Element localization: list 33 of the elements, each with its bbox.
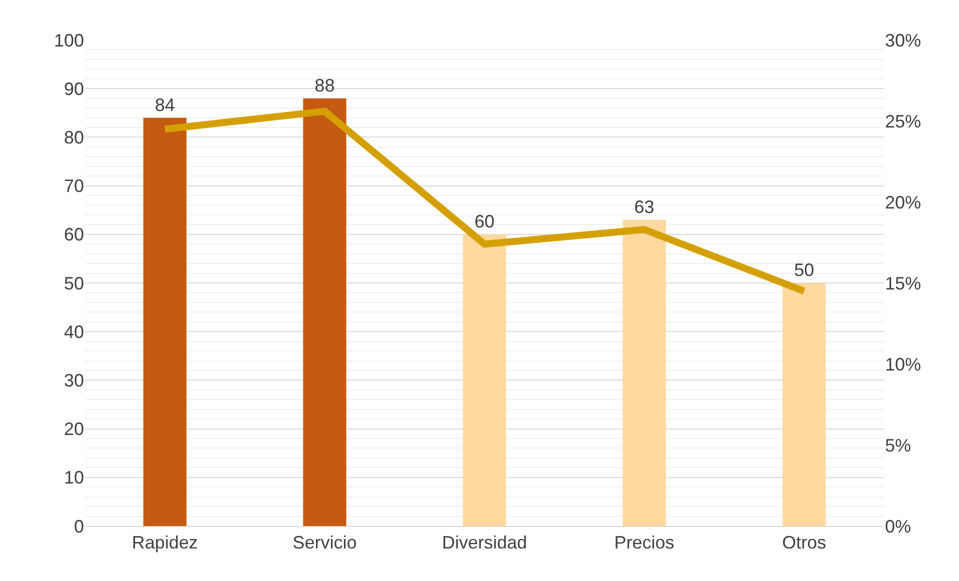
y-tick-label: 70 — [64, 176, 84, 196]
y2-tick-label: 25% — [885, 111, 922, 132]
y-tick-label: 0 — [74, 516, 84, 536]
x-tick-label: Otros — [782, 532, 826, 553]
y-tick-label: 90 — [64, 78, 84, 99]
y2-tick-label: 0% — [885, 516, 912, 536]
y-tick-label: 60 — [64, 224, 84, 245]
y2-tick-label: 30% — [885, 30, 922, 50]
y2-tick-label: 20% — [885, 192, 922, 212]
y2-tick-label: 15% — [885, 273, 922, 294]
bar — [143, 118, 186, 526]
y-tick-label: 10 — [64, 468, 84, 488]
data-label: 84 — [154, 94, 175, 115]
y-tick-label: 80 — [64, 128, 84, 148]
y-tick-label: 40 — [64, 322, 84, 342]
bar — [303, 98, 346, 526]
x-tick-label: Diversidad — [442, 532, 528, 553]
y-tick-label: 20 — [64, 419, 84, 440]
y-tick-label: 100 — [54, 30, 84, 50]
y-tick-label: 30 — [64, 370, 84, 390]
x-tick-label: Precios — [614, 532, 674, 553]
bar — [462, 234, 506, 526]
y2-tick-label: 5% — [885, 435, 912, 456]
x-tick-label: Rapidez — [132, 532, 198, 553]
y-tick-label: 50 — [64, 273, 84, 294]
data-label: 50 — [794, 260, 814, 280]
bar — [622, 220, 666, 526]
bar — [782, 283, 826, 526]
y2-tick-label: 10% — [885, 354, 922, 374]
x-tick-label: Servicio — [292, 532, 357, 553]
data-label: 88 — [314, 75, 335, 96]
data-label: 60 — [474, 211, 495, 232]
data-label: 63 — [634, 196, 654, 217]
